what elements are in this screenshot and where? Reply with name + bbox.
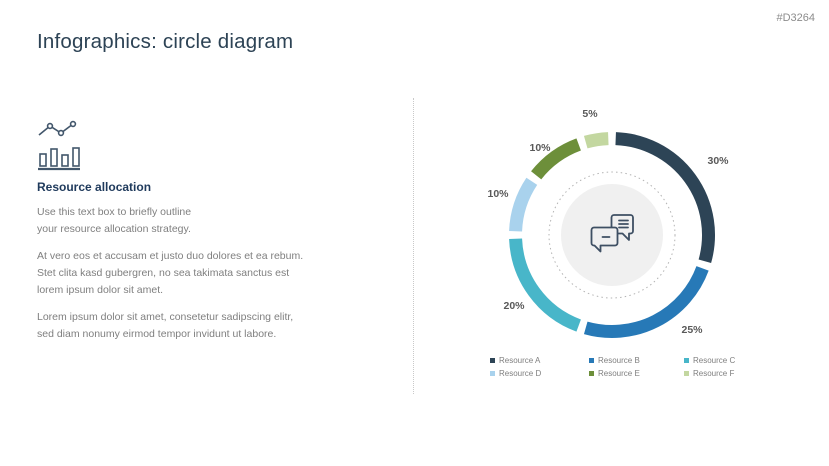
segment-value-label: 30% [707,155,729,167]
legend-label: Resource D [499,369,542,378]
dotted-ring [548,171,676,299]
legend-label: Resource F [693,369,735,378]
legend-swatch [589,358,594,363]
donut-segment-5 [531,138,582,180]
legend-item-3: Resource C [684,356,779,365]
donut-segment-3 [509,238,582,332]
page-title: Infographics: circle diagram [37,30,294,53]
legend-swatch [684,358,689,363]
legend-swatch [684,371,689,376]
chart-legend: Resource A Resource B Resource C Resource D… [490,356,779,378]
donut-segment-2 [583,265,709,338]
legend-item-1: Resource A [490,356,589,365]
donut-segment-4 [509,177,538,232]
panel-heading: Resource allocation [37,180,152,194]
legend-swatch [589,371,594,376]
template-code: #D3264 [776,12,815,24]
segment-value-label: 25% [681,324,703,336]
legend-label: Resource C [693,356,736,365]
legend-item-6: Resource F [684,369,779,378]
legend-label: Resource A [499,356,541,365]
vertical-dotted-divider [413,98,414,394]
donut-segment-6 [583,132,609,149]
legend-item-4: Resource D [490,369,589,378]
chat-bubbles-icon [590,214,634,253]
paragraph: Use this text box to briefly outline you… [37,206,192,235]
text-panel: Resource allocation Use this text box to… [37,120,397,343]
legend-label: Resource B [598,356,640,365]
donut-chart: 30% 25% 20% 10% 10% 5% [440,100,790,365]
paragraph: At vero eos et accusam et justo duo dolo… [37,250,304,296]
segment-value-label: 20% [503,300,525,312]
segment-value-label: 10% [529,142,551,154]
donut-chart-svg: 30% 25% 20% 10% 10% 5% [487,108,729,338]
segment-value-label: 10% [487,188,509,200]
legend-label: Resource E [598,369,640,378]
panel-body: Use this text box to briefly outline you… [37,204,397,343]
legend-item-5: Resource E [589,369,684,378]
legend-swatch [490,358,495,363]
donut-segment-1 [615,132,715,264]
paragraph: Lorem ipsum dolor sit amet, consetetur s… [37,311,294,340]
legend-swatch [490,371,495,376]
legend-item-2: Resource B [589,356,684,365]
segment-value-label: 5% [582,108,598,120]
bar-line-chart-icon [38,120,80,171]
